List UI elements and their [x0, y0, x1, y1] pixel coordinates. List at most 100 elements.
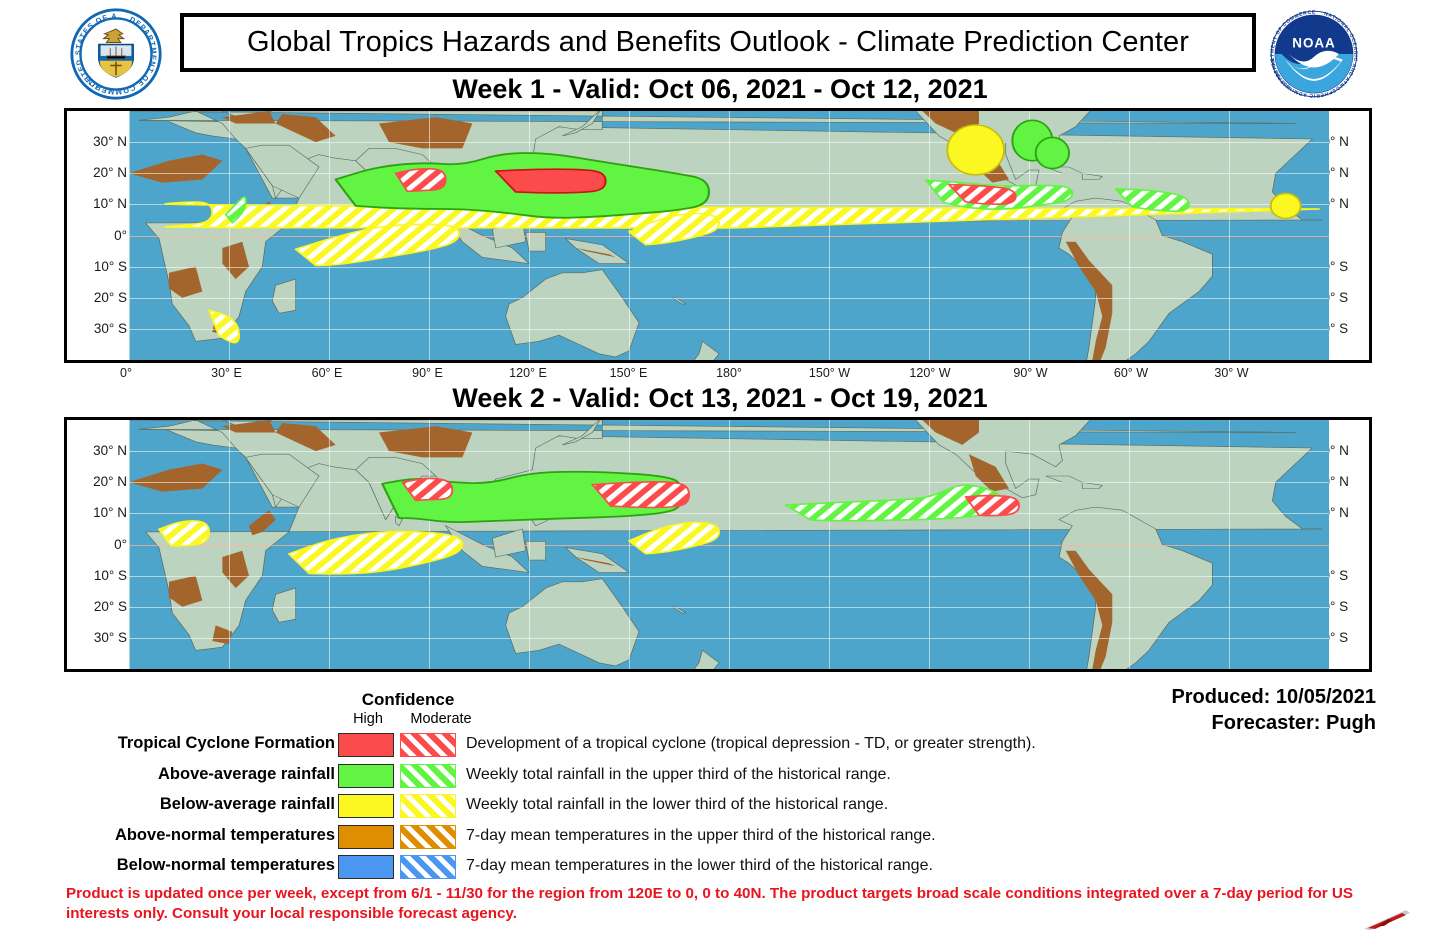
legend-row-description: Weekly total rainfall in the lower third…	[466, 796, 889, 813]
hazard-region	[158, 520, 211, 547]
page-title-box: Global Tropics Hazards and Benefits Outl…	[180, 13, 1256, 72]
landmass	[562, 111, 601, 137]
page-title: Global Tropics Hazards and Benefits Outl…	[247, 26, 1189, 58]
landmass	[168, 575, 203, 607]
latitude-tick-label: 20° S	[93, 598, 127, 614]
landmass	[575, 248, 616, 258]
latitude-tick-label: 20° N	[93, 474, 127, 490]
longitude-tick-label: 30° W	[1214, 366, 1249, 380]
hazard-region	[224, 196, 247, 224]
latitude-tick-label: 10° N	[93, 505, 127, 521]
legend-row-description: 7-day mean temperatures in the lower thi…	[466, 857, 933, 874]
legend-row-label: Below-average rainfall	[159, 795, 335, 813]
landmass	[1081, 172, 1104, 180]
forecaster-name: Forecaster: Pugh	[1211, 711, 1376, 734]
legend-swatch-moderate	[400, 824, 456, 849]
landmass	[1081, 481, 1104, 489]
week1-map-canvas	[129, 111, 1329, 360]
latitude-tick-label: 20° S	[93, 289, 127, 305]
legend-row: Below-normal temperatures 7-day mean temp…	[0, 852, 1440, 883]
landmass	[129, 463, 223, 492]
week2-latitude-axis-left: 30° N 20° N 10° N 0° 10° S 20° S 30° S	[67, 420, 129, 669]
longitude-tick-label: 180°	[716, 366, 742, 380]
landmass	[564, 547, 631, 573]
noaa-logo-icon: NOAA NATIONAL OCEANIC AND ATMOSPHERIC AD…	[1268, 8, 1360, 100]
legend-row-label: Above-normal temperatures	[114, 825, 335, 844]
week2-hazard-overlay	[158, 470, 1021, 575]
hazard-region	[947, 183, 1017, 206]
legend-row-description: 7-day mean temperatures in the upper thi…	[466, 826, 936, 844]
longitude-tick-label: 0°	[120, 366, 132, 380]
confidence-header: Confidence	[361, 690, 455, 709]
longitude-tick-label: 90° E	[412, 366, 443, 380]
longitude-tick-label: 150° E	[609, 366, 648, 380]
latitude-tick-label: 30° S	[93, 629, 127, 645]
department-of-commerce-seal-icon: DEPARTMENT OF COMMERCE UNITED STATES OF …	[68, 6, 162, 100]
week2-map-canvas	[129, 420, 1329, 669]
hazard-region	[401, 477, 454, 502]
legend-row: Above-average rainfall Weekly total rainf…	[0, 761, 1440, 792]
latitude-tick-label: 20° N	[93, 165, 127, 181]
hazard-region	[591, 481, 690, 509]
week1-title: Week 1 - Valid: Oct 06, 2021 - Oct 12, 2…	[452, 74, 988, 104]
legend-row-description: Development of a tropical cyclone (tropi…	[466, 735, 1036, 752]
legend-swatch-high	[338, 733, 394, 757]
hazard-region	[288, 530, 464, 575]
legend-row-description: Weekly total rainfall in the upper third…	[466, 765, 891, 783]
produced-date: Produced: 10/05/2021	[1171, 686, 1376, 708]
legend-row: Below-average rainfall Weekly total rainf…	[0, 791, 1440, 822]
landmass	[129, 154, 223, 183]
legend-swatch-high	[338, 794, 394, 818]
landmass	[212, 625, 233, 645]
legend-row: Above-normal temperatures 7-day mean temp…	[0, 822, 1440, 853]
hazard-region	[1269, 192, 1302, 220]
landmass	[491, 528, 527, 558]
latitude-tick-label: 30° N	[93, 443, 127, 459]
hazard-region	[208, 309, 241, 344]
legend-row-label: Below-normal temperatures	[116, 856, 335, 874]
legend-row: Tropical Cyclone Formation Development of…	[0, 730, 1440, 761]
legend-swatch-moderate	[400, 855, 456, 879]
longitude-tick-label: 120° W	[909, 366, 951, 380]
landmass	[378, 426, 473, 458]
latitude-tick-label: 0°	[114, 536, 127, 552]
landmass	[693, 340, 720, 360]
longitude-tick-label: 60° E	[311, 366, 343, 380]
hazard-region	[946, 124, 1005, 176]
hazard-region	[964, 494, 1021, 517]
landmass	[525, 232, 547, 252]
landmass	[575, 557, 616, 567]
hazard-region	[294, 223, 460, 267]
disclaimer-text: Product is updated once per week, except…	[66, 885, 1354, 923]
production-info: Produced: 10/05/2021 Forecaster: Pugh	[1171, 685, 1376, 736]
legend-swatch-high	[338, 763, 394, 788]
legend-swatch-high	[338, 855, 394, 879]
landmass	[245, 453, 320, 508]
latitude-tick-label: 0°	[114, 227, 127, 243]
week1-latitude-axis-left: 30° N 20° N 10° N 0° 10° S 20° S 30° S	[67, 111, 129, 360]
longitude-tick-label: 90° W	[1013, 366, 1048, 380]
landmass	[1065, 241, 1113, 360]
landmass	[275, 423, 336, 452]
hazard-region	[1114, 188, 1190, 213]
confidence-moderate-label: Moderate	[410, 711, 472, 727]
landmass	[168, 266, 203, 298]
legend-swatch-moderate	[400, 733, 456, 757]
legend-row-label: Above-average rainfall	[158, 764, 335, 783]
landmass	[693, 649, 720, 669]
latitude-tick-label: 10° S	[93, 567, 127, 583]
hazard-region	[628, 521, 720, 555]
svg-text:NOAA: NOAA	[1292, 35, 1335, 50]
week1-longitude-axis: 0° 30° E 60° E 90° E 120° E 150° E 180° 150° W 1…	[64, 366, 1372, 388]
legend-swatch-high	[338, 824, 394, 849]
landmass	[525, 541, 547, 561]
landmass	[275, 114, 336, 143]
landmass	[378, 117, 473, 149]
landmass	[562, 420, 601, 446]
week2-map-panel: 30° N 20° N 10° N 0° 10° S 20° S 30° S 30° N 20…	[64, 417, 1372, 672]
confidence-high-label: High	[353, 711, 383, 727]
legend-swatch-moderate	[400, 763, 456, 788]
landmass	[245, 144, 320, 199]
hazard-region	[394, 167, 447, 193]
